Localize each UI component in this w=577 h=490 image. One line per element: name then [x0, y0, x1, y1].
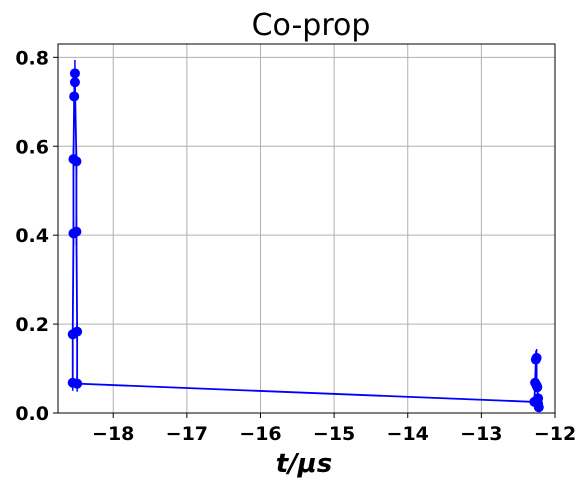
data-point [69, 77, 80, 88]
x-axis-label: t/μs [276, 449, 333, 479]
data-point [71, 156, 82, 167]
data-point [72, 326, 83, 337]
y-tick-label: 0.8 [15, 47, 49, 69]
y-tick-label: 0.0 [15, 403, 49, 425]
x-tick-label: −15 [313, 423, 355, 445]
series-line [71, 73, 540, 408]
y-tick-label: 0.6 [15, 136, 49, 158]
x-tick-label: −14 [387, 423, 429, 445]
y-tick-label: 0.2 [15, 314, 49, 336]
data-point [72, 378, 83, 389]
y-axis-ticks: 0.0 0.2 0.4 0.6 0.8 [15, 47, 58, 425]
data-point [531, 352, 542, 363]
x-axis-ticks: −18 −17 −16 −15 −14 −13 −12 [92, 413, 576, 445]
x-tick-label: −12 [534, 423, 576, 445]
x-tick-label: −18 [92, 423, 134, 445]
x-tick-label: −16 [239, 423, 281, 445]
x-tick-label: −17 [166, 423, 208, 445]
data-point [532, 382, 543, 393]
data-point [69, 91, 80, 102]
data-point [533, 402, 544, 413]
plot-frame [57, 43, 556, 414]
y-tick-label: 0.4 [15, 225, 49, 247]
data-series [67, 60, 544, 413]
x-tick-label: −13 [460, 423, 502, 445]
grid [58, 44, 556, 414]
chart-title: Co-prop [252, 8, 371, 43]
data-point [71, 226, 82, 237]
